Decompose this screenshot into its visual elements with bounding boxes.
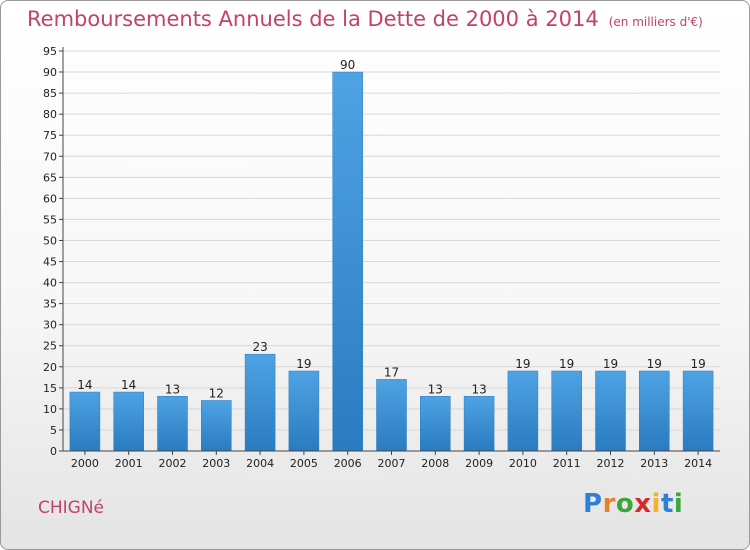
bar [682, 370, 714, 452]
logo-letter: o [615, 489, 635, 519]
data-label: 19 [515, 357, 530, 371]
y-tick-label: 15 [43, 382, 57, 395]
y-tick-label: 75 [43, 129, 57, 142]
data-label: 19 [559, 357, 574, 371]
x-tick-label: 2004 [246, 457, 274, 470]
x-tick-label: 2007 [378, 457, 406, 470]
y-tick-label: 70 [43, 150, 57, 163]
bar [639, 370, 670, 452]
x-tick-label: 2006 [334, 457, 362, 470]
bar [507, 370, 539, 452]
data-label: 14 [121, 378, 136, 392]
x-tick-label: 2001 [115, 457, 143, 470]
logo-letter: P [583, 489, 603, 519]
logo-letter: i [673, 489, 684, 519]
x-tick-label: 2012 [597, 457, 625, 470]
y-tick-label: 35 [43, 298, 57, 311]
bar [420, 396, 451, 452]
y-tick-label: 50 [43, 234, 57, 247]
y-tick-label: 80 [43, 108, 57, 121]
logo-letter: i [651, 489, 661, 519]
data-label: 23 [252, 340, 267, 354]
proxiti-logo: Proxiti [583, 489, 683, 519]
bar [69, 391, 101, 452]
data-label: 13 [428, 382, 443, 396]
logo-letter: t [660, 489, 674, 519]
y-tick-label: 20 [43, 361, 57, 374]
bar [244, 353, 276, 452]
data-label: 19 [603, 357, 618, 371]
y-tick-label: 65 [43, 171, 57, 184]
y-tick-label: 95 [43, 45, 57, 58]
bar [376, 379, 407, 452]
bar [332, 71, 363, 452]
data-label: 19 [296, 357, 311, 371]
data-label: 13 [165, 382, 180, 396]
data-label: 19 [690, 357, 705, 371]
bar [201, 400, 232, 452]
y-tick-label: 40 [43, 277, 57, 290]
bar [157, 396, 188, 452]
x-tick-label: 2002 [159, 457, 187, 470]
data-label: 14 [77, 378, 92, 392]
unit-label: (en milliers d'€) [608, 15, 703, 29]
x-tick-label: 2003 [202, 457, 230, 470]
y-tick-label: 25 [43, 340, 57, 353]
y-tick-label: 55 [43, 213, 57, 226]
bar [551, 370, 582, 452]
data-label: 12 [209, 386, 224, 400]
x-tick-label: 2014 [684, 457, 712, 470]
y-tick-label: 60 [43, 192, 57, 205]
x-tick-label: 2010 [509, 457, 537, 470]
bar [595, 370, 626, 452]
y-tick-label: 90 [43, 66, 57, 79]
bar [463, 396, 495, 452]
y-tick-label: 5 [50, 424, 57, 437]
logo-letter: r [602, 489, 616, 519]
data-label: 19 [647, 357, 662, 371]
y-tick-label: 10 [43, 403, 57, 416]
y-tick-label: 30 [43, 319, 57, 332]
x-tick-label: 2009 [465, 457, 493, 470]
title-text: Remboursements Annuels de la Dette de 20… [27, 7, 599, 31]
bar [113, 391, 144, 452]
x-tick-label: 2011 [553, 457, 581, 470]
chart-title: Remboursements Annuels de la Dette de 20… [27, 7, 703, 31]
bar [288, 370, 320, 452]
y-tick-label: 45 [43, 256, 57, 269]
y-tick-label: 85 [43, 87, 57, 100]
x-tick-label: 2000 [71, 457, 99, 470]
commune-name: CHIGNé [38, 498, 105, 518]
x-tick-label: 2008 [421, 457, 449, 470]
data-label: 13 [471, 382, 486, 396]
x-tick-label: 2005 [290, 457, 318, 470]
y-tick-label: 0 [50, 445, 57, 458]
logo-letter: x [634, 489, 652, 519]
data-label: 17 [384, 365, 399, 379]
data-label: 90 [340, 58, 355, 72]
x-tick-label: 2013 [640, 457, 668, 470]
